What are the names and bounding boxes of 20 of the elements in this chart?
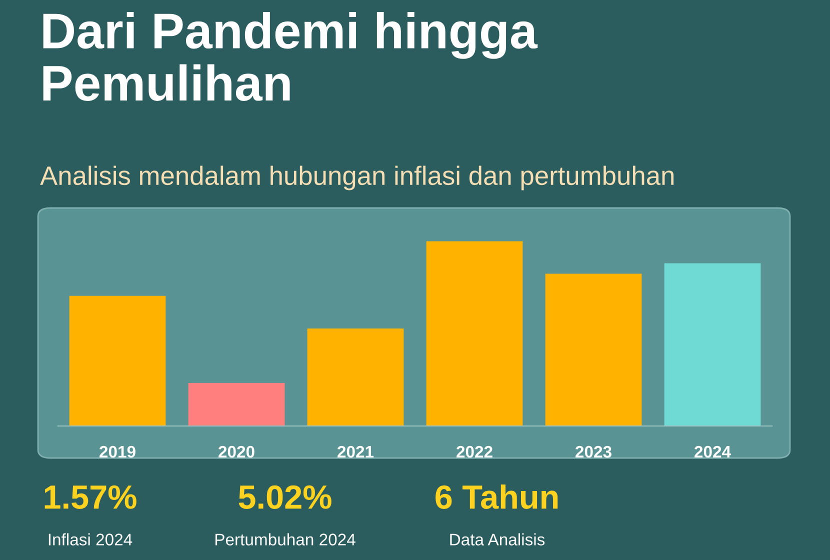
text: Pertumbuhan 2024	[215, 533, 356, 546]
bar	[69, 296, 166, 426]
bar	[426, 241, 523, 426]
bar	[307, 328, 404, 426]
text: 1.57%	[44, 485, 136, 509]
x-tick-label: 2024	[694, 446, 731, 458]
text: 6 Tahun	[436, 484, 558, 509]
text: Data Analisis	[450, 533, 545, 546]
x-tick-label: 2020	[218, 446, 254, 458]
x-tick-label: 2021	[338, 446, 374, 458]
bar	[664, 263, 761, 426]
bar	[188, 382, 285, 426]
x-tick-label: 2022	[456, 446, 492, 458]
x-tick-label: 2023	[576, 446, 612, 458]
chart-subtitle: Analisis mendalam hubungan inflasi dan pertumbuhan	[40, 166, 674, 190]
x-tick-label: 2019	[100, 446, 136, 458]
chart-title: Dari Pandemi hingga Pemulihan	[43, 12, 538, 101]
text: Inflasi 2024	[48, 533, 132, 546]
text: 5.02%	[238, 485, 332, 509]
bar	[545, 274, 642, 426]
